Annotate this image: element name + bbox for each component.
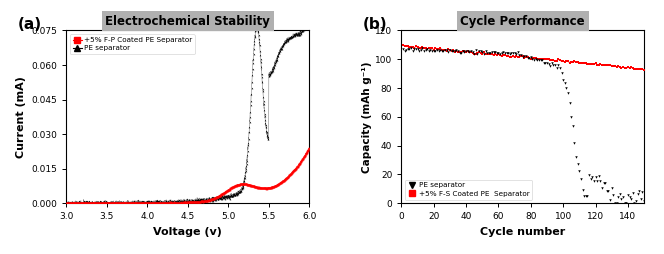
- X-axis label: Voltage (v): Voltage (v): [153, 227, 222, 237]
- Text: (a): (a): [18, 17, 42, 32]
- Text: (b): (b): [363, 17, 387, 32]
- Title: Electrochemical Stability: Electrochemical Stability: [106, 15, 270, 28]
- Legend: PE separator, +5% F-S Coated PE  Separator: PE separator, +5% F-S Coated PE Separato…: [405, 180, 533, 200]
- Legend: +5% F-P Coated PE Separator, PE separator: +5% F-P Coated PE Separator, PE separato…: [70, 34, 195, 54]
- Y-axis label: Capacity (mAh g⁻¹): Capacity (mAh g⁻¹): [363, 61, 373, 172]
- Title: Cycle Performance: Cycle Performance: [460, 15, 585, 28]
- X-axis label: Cycle number: Cycle number: [480, 227, 565, 237]
- Y-axis label: Current (mA): Current (mA): [16, 76, 26, 158]
